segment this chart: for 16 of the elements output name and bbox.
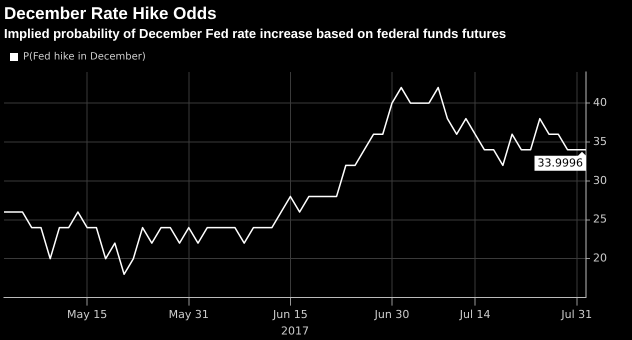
x-tick-label: Jun 30 — [374, 308, 410, 322]
x-tick-label: May 31 — [168, 308, 209, 322]
x-axis-title: 2017 — [281, 324, 309, 338]
chart-subtitle: Implied probability of December Fed rate increase based on federal funds futures — [4, 26, 506, 41]
y-tick-label: 40 — [593, 96, 607, 109]
x-tick-label: Jul 31 — [560, 308, 592, 322]
x-tick-label: May 15 — [67, 308, 108, 322]
y-tick-label: 30 — [593, 174, 607, 187]
chart-title: December Rate Hike Odds — [4, 4, 217, 23]
y-tick-label: 25 — [593, 212, 607, 226]
y-tick-label: 35 — [593, 134, 607, 148]
legend-label: P(Fed hike in December) — [23, 52, 146, 63]
x-tick-label: Jun 15 — [272, 308, 308, 322]
y-tick-label: 20 — [593, 252, 607, 265]
data-label: 33.9996 — [538, 156, 584, 170]
x-tick-label: Jul 14 — [458, 308, 491, 322]
